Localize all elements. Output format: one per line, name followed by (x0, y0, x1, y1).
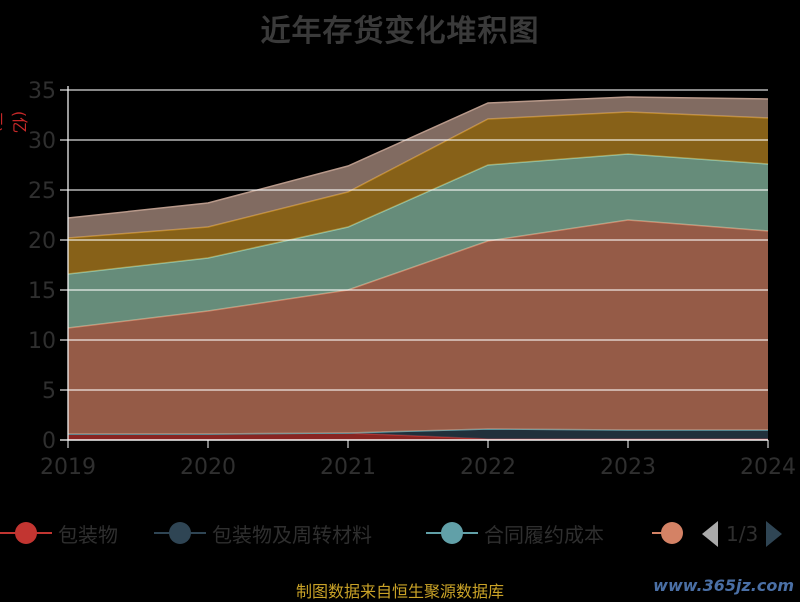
area-series-5 (68, 112, 768, 274)
legend-label: 包装物及周转材料 (212, 522, 372, 547)
y-tick-label: 30 (28, 129, 56, 154)
x-tick-label: 2023 (600, 455, 656, 480)
x-tick-label: 2021 (320, 455, 376, 480)
legend-marker-icon (426, 522, 478, 544)
legend-page-indicator: 1/3 (726, 522, 759, 546)
next-page-icon[interactable] (764, 519, 784, 549)
area-series-6 (68, 97, 768, 238)
legend-label: 包装物 (58, 522, 118, 547)
prev-page-icon[interactable] (700, 519, 720, 549)
area-series-1 (68, 429, 768, 439)
x-tick-label: 2020 (180, 455, 236, 480)
y-tick-label: 20 (28, 229, 56, 254)
chart-title: 近年存货变化堆积图 (260, 14, 540, 49)
y-tick-label: 0 (42, 429, 56, 454)
area-series-3 (68, 220, 768, 434)
x-tick-label: 2024 (740, 455, 796, 480)
area-series-4 (68, 154, 768, 328)
y-tick-label: 25 (28, 179, 56, 204)
legend: 包装物 包装物及周转材料 合同履约成本 (0, 515, 800, 551)
legend-marker-icon (154, 522, 206, 544)
legend-marker-icon (652, 522, 683, 544)
y-tick-label: 5 (42, 379, 56, 404)
x-tick-label: 2022 (460, 455, 516, 480)
legend-label: 合同履约成本 (484, 522, 604, 547)
legend-pager: 1/3 (700, 519, 784, 549)
y-tick-label: 35 (28, 79, 56, 104)
x-tick-label: 2019 (40, 455, 96, 480)
watermark: www.365jz.com (653, 576, 794, 595)
legend-item-package[interactable]: 包装物 (0, 515, 118, 551)
y-tick-label: 10 (28, 329, 56, 354)
line-series-6 (67, 96, 769, 219)
data-source-footer: 制图数据来自恒生聚源数据库 (295, 582, 504, 601)
legend-item-contract-cost[interactable]: 合同履约成本 (426, 515, 604, 551)
legend-item-partial[interactable] (652, 515, 684, 551)
legend-marker-icon (0, 522, 52, 544)
legend-item-package-turnover[interactable]: 包装物及周转材料 (154, 515, 372, 551)
y-tick-label: 15 (28, 279, 56, 304)
